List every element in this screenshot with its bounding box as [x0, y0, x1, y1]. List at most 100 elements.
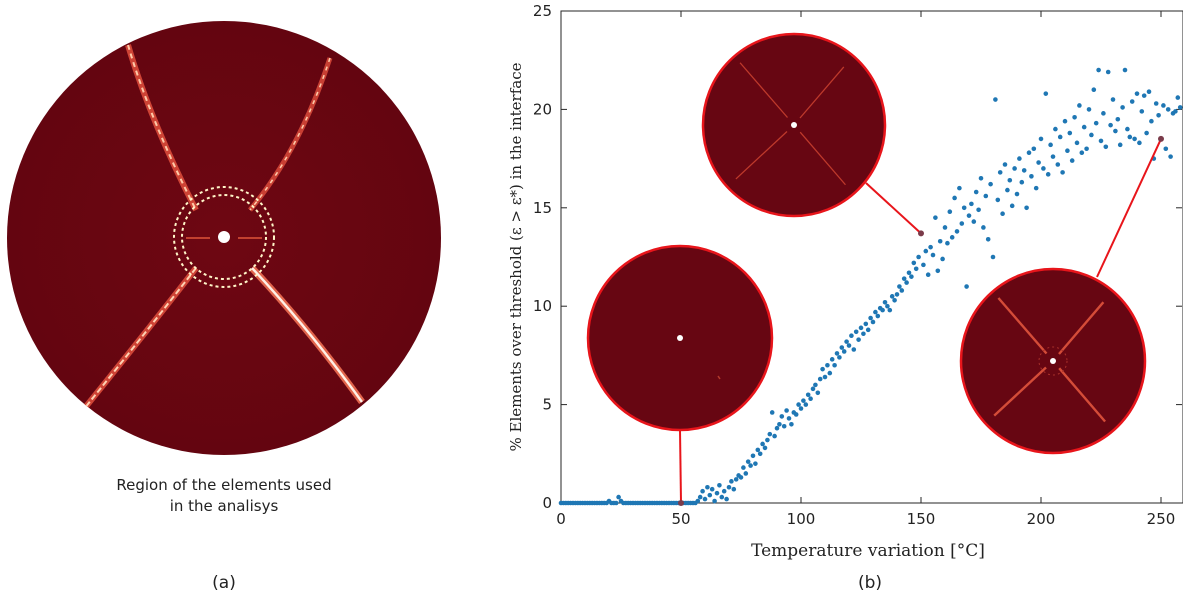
callouts: [586, 32, 1164, 506]
scatter-point: [930, 252, 936, 258]
scatter-point: [880, 307, 885, 313]
scatter-point: [1156, 113, 1161, 118]
scatter-point: [767, 431, 773, 437]
scatter-point: [1175, 95, 1181, 100]
scatter-point: [865, 327, 871, 333]
scatter-point: [1173, 109, 1178, 114]
scatter-point: [1031, 146, 1037, 152]
caption-line-2: in the analisys: [170, 497, 279, 515]
scatter-point: [753, 461, 758, 466]
scatter-point: [1134, 91, 1140, 96]
scatter-point: [868, 315, 873, 321]
scatter-point: [846, 343, 852, 348]
disc-hole: [218, 231, 230, 243]
scatter-point: [781, 423, 787, 429]
x-tick-label: 100: [787, 510, 816, 528]
inset-disc: [701, 32, 887, 218]
scatter-point: [1108, 122, 1113, 128]
scatter-point: [1137, 140, 1142, 146]
scatter-point: [981, 225, 986, 230]
scatter-point: [957, 185, 962, 191]
scatter-point: [820, 366, 825, 372]
scatter-point: [1048, 142, 1053, 148]
scatter-point: [700, 488, 705, 494]
scatter-point: [837, 355, 842, 360]
scatter-point: [1033, 185, 1039, 191]
scatter-point: [959, 221, 965, 226]
scatter-point: [1096, 67, 1101, 73]
scatter-point: [966, 213, 972, 218]
scatter-point: [1103, 144, 1109, 150]
y-tick-label: 25: [533, 2, 552, 20]
scatter-point: [793, 412, 799, 417]
scatter-point: [870, 319, 876, 325]
scatter-point: [765, 437, 770, 443]
scatter-point: [796, 402, 801, 407]
analysis-ring-inner: [181, 194, 267, 280]
scatter-point: [978, 175, 984, 181]
x-tick-label: 200: [1027, 510, 1056, 528]
scatter-point: [1141, 93, 1147, 98]
y-tick-label: 0: [542, 494, 552, 512]
scatter-point: [712, 498, 717, 504]
scatter-point: [798, 406, 804, 411]
scatter-point: [904, 280, 909, 285]
scatter-point: [1110, 97, 1116, 102]
scatter-point: [885, 303, 890, 309]
scatter-point: [1101, 111, 1106, 116]
scatter-point: [1113, 128, 1118, 134]
scatter-point: [928, 244, 933, 250]
scatter-point: [1057, 134, 1063, 140]
scatter-point: [1065, 148, 1070, 154]
scatter-point: [1026, 150, 1032, 155]
scatter-point: [887, 307, 893, 313]
scatter-point: [933, 215, 938, 220]
scatter-point: [1149, 118, 1154, 124]
callout-point: [678, 500, 684, 506]
scatter-point: [738, 475, 744, 480]
x-tick-label: 150: [907, 510, 936, 528]
scatter-point: [1165, 107, 1171, 112]
scatter-point: [892, 297, 897, 303]
callout-point: [1158, 135, 1164, 142]
scatter-point: [913, 266, 919, 272]
scatter-point: [849, 333, 854, 339]
scatter-point: [863, 321, 869, 327]
scatter-point: [1161, 103, 1166, 108]
x-axis-label: Temperature variation [°C]: [751, 541, 985, 561]
scatter-point: [709, 486, 715, 492]
callout-connector: [679, 429, 682, 504]
scatter-point: [1122, 67, 1128, 73]
scatter-point: [894, 292, 900, 297]
scatter-point: [827, 370, 833, 376]
scatter-point: [748, 463, 753, 468]
y-tick-label: 5: [542, 396, 552, 414]
scatter-point: [1115, 116, 1121, 122]
scatter-point: [729, 479, 734, 484]
scatter-point: [789, 421, 794, 427]
scatter-point: [762, 445, 768, 451]
scatter-point: [841, 349, 847, 354]
scatter-point: [721, 488, 727, 494]
scatter-point: [697, 494, 703, 500]
scatter-point: [745, 459, 751, 464]
callout-connector: [865, 182, 922, 235]
scatter-point: [973, 189, 979, 195]
scatter-point: [1139, 109, 1145, 114]
scatter-point: [851, 347, 857, 352]
scatter-point: [1081, 124, 1087, 130]
panel-b: 0 50 100 150 200 250 0 5 10 15 20 25 Temperature va…: [507, 2, 1183, 593]
scatter-point: [1129, 99, 1135, 104]
scatter-point: [695, 498, 701, 504]
scatter-point: [1062, 118, 1068, 124]
scatter-point: [1045, 172, 1051, 177]
scatter-point: [1009, 203, 1015, 209]
scatter-point: [1086, 107, 1092, 112]
callout-point: [918, 230, 924, 237]
scatter-point: [1024, 205, 1029, 211]
scatter-point: [1038, 136, 1044, 142]
scatter-point: [1050, 154, 1056, 159]
scatter-point: [964, 284, 969, 289]
scatter-point: [707, 492, 713, 498]
